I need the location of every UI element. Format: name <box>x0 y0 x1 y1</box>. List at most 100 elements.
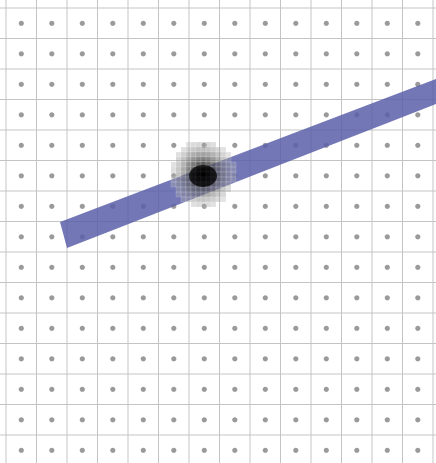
blob-pixel <box>180 176 187 183</box>
grid-dot <box>49 386 55 392</box>
blob-pixel <box>195 196 202 203</box>
grid-dot <box>171 417 177 423</box>
grid-dot <box>232 356 238 362</box>
grid-dot <box>171 51 177 57</box>
grid-dot <box>262 417 268 423</box>
blob-pixel <box>215 196 222 203</box>
grid-dot <box>201 295 207 301</box>
grid-dot <box>323 81 329 87</box>
grid-dot <box>110 112 116 118</box>
blob-pixel <box>185 156 192 163</box>
grid-dot <box>79 295 85 301</box>
grid-dot <box>262 295 268 301</box>
blob-pixel <box>225 176 232 183</box>
grid-dot <box>110 81 116 87</box>
grid-dot <box>293 51 299 57</box>
grid-dot <box>140 234 146 240</box>
grid-dot <box>110 51 116 57</box>
blob-pixel <box>205 196 212 203</box>
grid-dot <box>262 203 268 209</box>
blob-pixel <box>185 181 192 188</box>
grid-dot <box>262 173 268 179</box>
grid-dot <box>232 447 238 453</box>
grid-dot <box>171 112 177 118</box>
blob-pixel <box>220 186 227 193</box>
blob-pixel <box>215 151 222 158</box>
blob-pixel <box>210 151 217 158</box>
grid-dot <box>201 142 207 148</box>
grid-dot <box>354 386 360 392</box>
grid-dot <box>354 173 360 179</box>
blob-pixel <box>225 151 232 158</box>
grid-dot <box>171 295 177 301</box>
grid-dot <box>140 142 146 148</box>
grid-dot <box>171 173 177 179</box>
grid-dot <box>262 325 268 331</box>
grid-dot <box>201 203 207 209</box>
grid-dot <box>415 295 421 301</box>
grid-dot <box>232 51 238 57</box>
grid-dot <box>384 203 390 209</box>
grid-dot <box>171 234 177 240</box>
grid-dot <box>140 81 146 87</box>
grid-dot <box>79 173 85 179</box>
grid-dot <box>323 112 329 118</box>
grid-dot <box>262 81 268 87</box>
pixelated-dark-blob[interactable] <box>170 141 237 208</box>
grid-dot <box>140 447 146 453</box>
grid-dot <box>171 264 177 270</box>
blob-pixel <box>185 166 192 173</box>
blob-pixel <box>210 161 217 168</box>
grid-dot <box>49 81 55 87</box>
blob-pixel <box>210 146 217 153</box>
grid-dot <box>232 295 238 301</box>
grid-dot <box>49 356 55 362</box>
grid-dot <box>354 203 360 209</box>
grid-dot <box>140 295 146 301</box>
grid-dot <box>110 447 116 453</box>
blob-pixel <box>195 151 202 158</box>
grid-dot <box>201 81 207 87</box>
blob-pixel <box>205 141 212 148</box>
grid-dot <box>354 295 360 301</box>
blob-pixel <box>175 186 182 193</box>
grid-dot <box>49 142 55 148</box>
grid-dot <box>49 234 55 240</box>
grid-dot <box>354 51 360 57</box>
blob-pixel <box>175 176 182 183</box>
blob-pixel <box>205 151 212 158</box>
blob-pixel <box>215 181 222 188</box>
grid-dot <box>79 81 85 87</box>
grid-dot <box>323 386 329 392</box>
grid-dot <box>171 386 177 392</box>
blob-pixel <box>180 146 187 153</box>
grid-dot <box>171 325 177 331</box>
grid-dot <box>293 20 299 26</box>
blob-pixel <box>220 181 227 188</box>
grid-dot <box>262 234 268 240</box>
grid-dot <box>49 20 55 26</box>
blob-pixel <box>195 141 202 148</box>
grid-dot <box>18 51 24 57</box>
grid-dot <box>49 203 55 209</box>
grid-dot <box>323 51 329 57</box>
grid-dot <box>79 51 85 57</box>
grid-dot <box>384 356 390 362</box>
grid-dot <box>232 417 238 423</box>
grid-dot <box>293 112 299 118</box>
grid-dot <box>18 81 24 87</box>
grid-dot <box>384 295 390 301</box>
grid-dot <box>232 81 238 87</box>
blob-pixel <box>225 171 232 178</box>
grid-dot <box>110 173 116 179</box>
grid-dot <box>110 295 116 301</box>
blob-pixel <box>215 186 222 193</box>
diagonal-brush-stroke[interactable] <box>60 79 436 248</box>
grid-dot <box>415 325 421 331</box>
blob-pixel <box>180 181 187 188</box>
blob-pixel <box>210 196 217 203</box>
grid-dot <box>140 325 146 331</box>
grid-dot <box>415 234 421 240</box>
blob-pixel <box>190 151 197 158</box>
